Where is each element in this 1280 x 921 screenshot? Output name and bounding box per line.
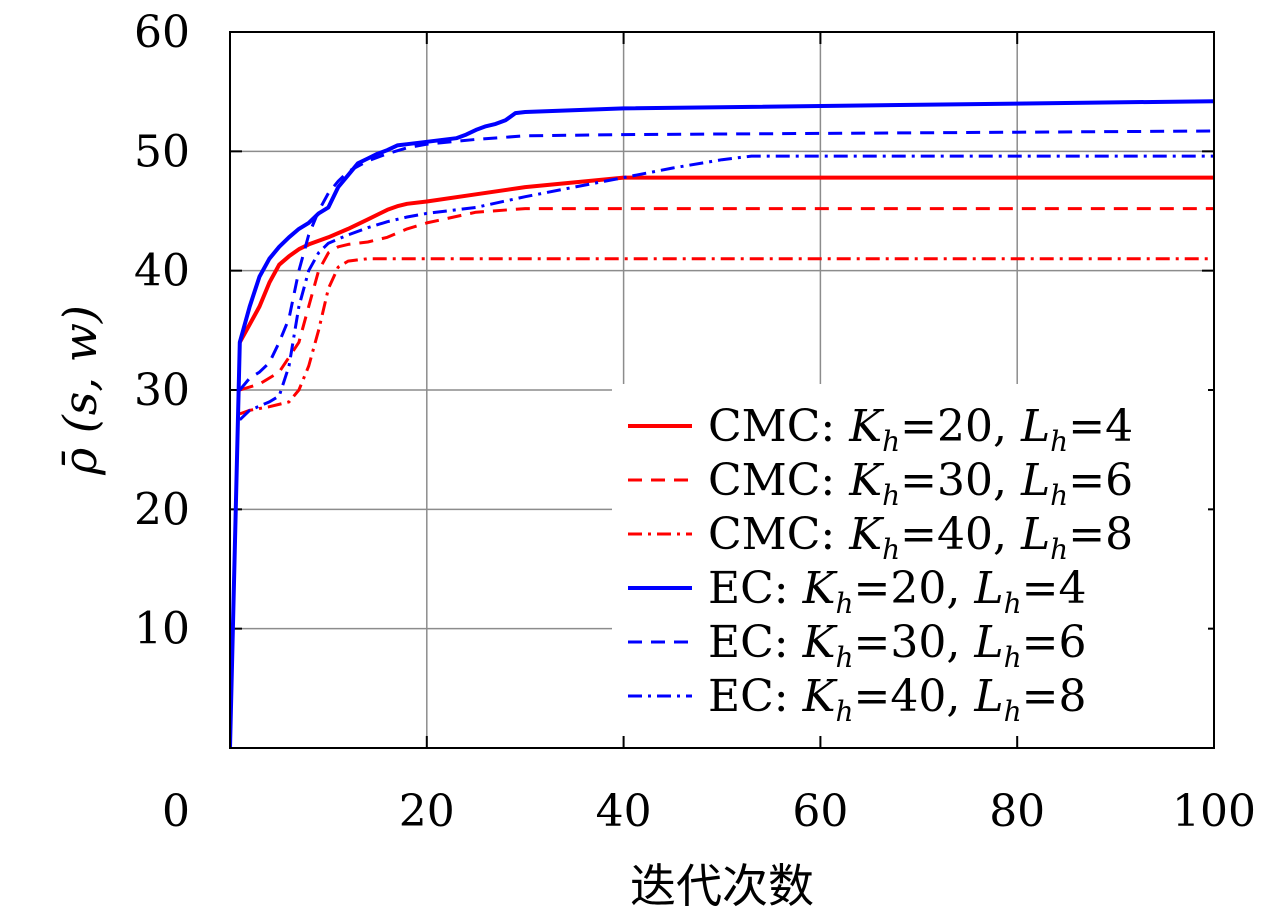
series-line-2	[239, 257, 1214, 416]
legend-label-2: CMC: Kh=40, Lh=8	[708, 509, 1133, 566]
x-tick-label: 20	[399, 786, 455, 837]
series-line-3	[230, 99, 1214, 748]
x-axis-label: 迭代次数	[630, 859, 814, 913]
legend-label-5: EC: Kh=40, Lh=8	[708, 671, 1087, 728]
y-tick-label: 10	[134, 604, 190, 655]
x-tick-label: 0	[162, 786, 190, 837]
legend-box	[612, 384, 1208, 736]
y-tick-labels: 10 20 30 40 50 60	[134, 7, 190, 655]
y-tick-label: 40	[134, 246, 190, 297]
series-line-5	[238, 154, 1214, 421]
plot-frame	[229, 31, 1215, 749]
x-tick-labels: 0 20 40 60 80 100	[162, 786, 1256, 837]
x-tick-label: 100	[1172, 786, 1256, 837]
legend-label-1: CMC: Kh=30, Lh=6	[708, 455, 1133, 512]
x-tick-label: 80	[989, 786, 1045, 837]
y-tick-label: 50	[134, 126, 190, 177]
series-line-0	[238, 175, 1214, 344]
series-line-1	[239, 207, 1214, 392]
y-tick-label: 60	[134, 7, 190, 58]
x-tick-label: 60	[792, 786, 848, 837]
y-tick-label: 20	[134, 484, 190, 535]
series-line-4	[238, 129, 1214, 391]
legend-label-0: CMC: Kh=20, Lh=4	[708, 401, 1133, 458]
plot-series	[230, 99, 1214, 748]
y-axis-label: ρ̄ (s, w)	[53, 305, 107, 476]
y-tick-label: 30	[134, 365, 190, 416]
x-tick-label: 40	[596, 786, 652, 837]
legend-label-4: EC: Kh=30, Lh=6	[708, 617, 1087, 674]
legend-label-3: EC: Kh=20, Lh=4	[708, 563, 1087, 620]
